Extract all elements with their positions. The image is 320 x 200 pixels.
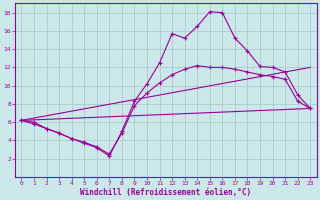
X-axis label: Windchill (Refroidissement éolien,°C): Windchill (Refroidissement éolien,°C) [80,188,252,197]
